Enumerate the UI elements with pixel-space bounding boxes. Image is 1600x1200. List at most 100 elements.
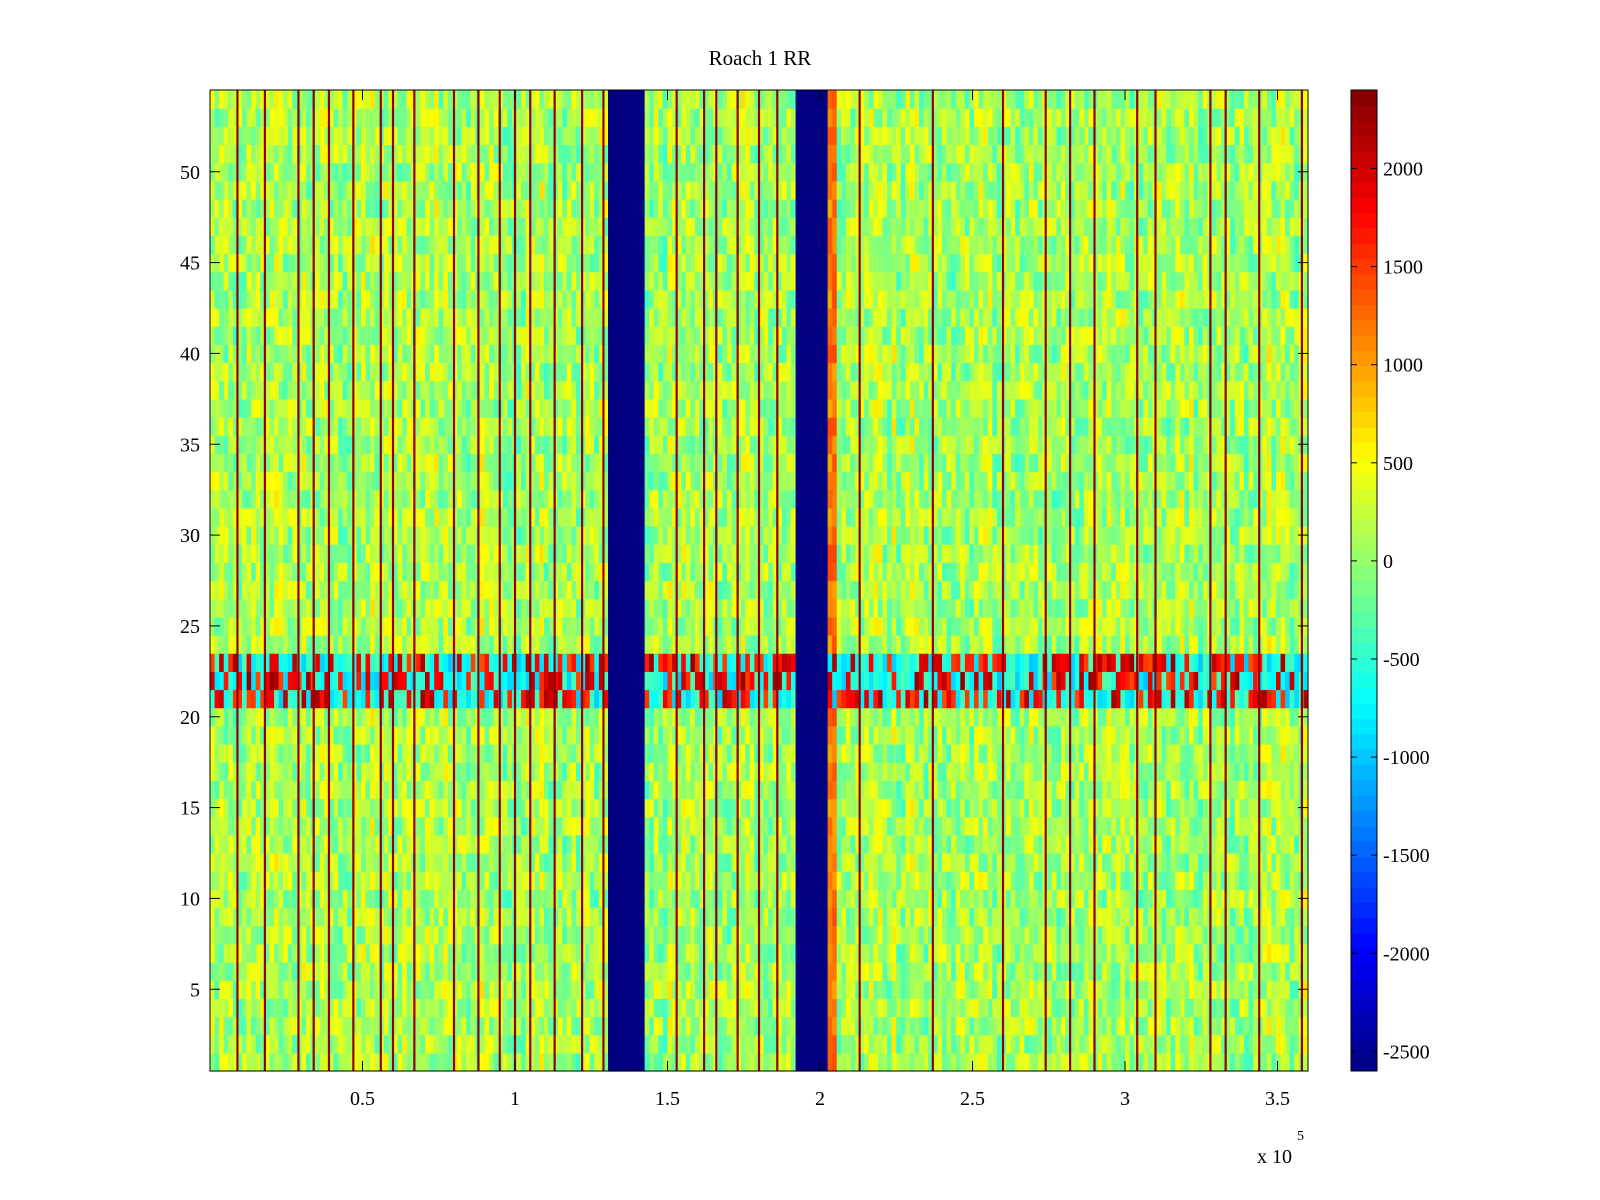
heatmap-cell <box>397 762 403 781</box>
heatmap-cell <box>324 544 330 563</box>
heatmap-cell <box>319 562 325 582</box>
heatmap-cell <box>283 998 289 1018</box>
heatmap-cell <box>626 889 632 909</box>
heatmap-cell <box>219 253 225 273</box>
heatmap-cell <box>228 344 234 364</box>
heatmap-cell <box>370 580 376 600</box>
heatmap-cell <box>393 489 399 509</box>
heatmap-cell <box>342 1034 348 1054</box>
heatmap-cell <box>594 889 600 909</box>
heatmap-cell <box>260 816 266 836</box>
heatmap-cell <box>278 199 284 218</box>
heatmap-cell <box>374 417 380 436</box>
heatmap-cell <box>608 780 614 800</box>
heatmap-cell <box>328 271 335 291</box>
heatmap-cell <box>630 635 637 654</box>
heatmap-cell <box>338 544 344 563</box>
heatmap-cell <box>571 344 577 364</box>
heatmap-cell <box>443 780 449 800</box>
heatmap-cell <box>374 217 380 236</box>
heatmap-cell <box>612 580 618 600</box>
heatmap-cell <box>525 126 531 146</box>
heatmap-cell <box>415 925 422 945</box>
heatmap-cell <box>219 144 225 164</box>
heatmap-cell <box>489 526 495 545</box>
heatmap-cell <box>457 417 463 436</box>
heatmap-cell <box>507 598 513 618</box>
heatmap-cell <box>598 853 605 872</box>
heatmap-cell <box>260 417 266 436</box>
heatmap-cell <box>347 126 353 146</box>
heatmap-cell <box>278 380 284 400</box>
heatmap-cell <box>566 544 573 563</box>
heatmap-cell <box>557 271 563 291</box>
heatmap-cell <box>507 653 513 672</box>
heatmap-cell <box>566 253 573 273</box>
heatmap-cell <box>598 1034 605 1054</box>
heatmap-cell <box>566 798 573 818</box>
heatmap-cell <box>562 235 568 255</box>
heatmap-cell <box>415 217 422 236</box>
heatmap-cell <box>278 871 284 890</box>
heatmap-cell <box>319 834 325 854</box>
heatmap-cell <box>397 653 403 672</box>
heatmap-cell <box>543 90 550 109</box>
heatmap-cell <box>543 471 550 491</box>
heatmap-cell <box>630 744 637 763</box>
heatmap-cell <box>301 580 307 600</box>
heatmap-cell <box>242 1016 248 1036</box>
heatmap-cell <box>374 834 380 854</box>
heatmap-cell <box>457 180 463 200</box>
heatmap-cell <box>223 144 229 164</box>
heatmap-cell <box>548 671 554 691</box>
heatmap-cell <box>493 907 499 927</box>
heatmap-cell <box>470 398 476 418</box>
heatmap-cell <box>589 1016 595 1036</box>
heatmap-cell <box>543 635 550 654</box>
heatmap-cell <box>484 326 490 345</box>
heatmap-cell <box>562 271 568 291</box>
heatmap-cell <box>315 162 321 182</box>
heatmap-cell <box>383 598 390 618</box>
heatmap-cell <box>534 725 540 745</box>
heatmap-cell <box>232 635 239 654</box>
heatmap-cell <box>566 635 573 654</box>
heatmap-cell <box>466 417 472 436</box>
heatmap-cell <box>566 998 573 1018</box>
heatmap-cell <box>429 616 435 636</box>
heatmap-cell <box>447 998 454 1018</box>
heatmap-cell <box>278 253 284 273</box>
heatmap-cell <box>425 871 431 890</box>
heatmap-cell <box>484 871 490 890</box>
heatmap-cell <box>493 453 499 473</box>
heatmap-cell <box>447 471 454 491</box>
heatmap-cell <box>406 653 412 672</box>
heatmap-cell <box>484 271 490 291</box>
heatmap-cell <box>507 889 513 909</box>
heatmap-cell <box>521 253 527 273</box>
heatmap-cell <box>232 1052 239 1072</box>
heatmap-cell <box>383 344 390 364</box>
heatmap-cell <box>306 580 312 600</box>
heatmap-cell <box>287 180 293 200</box>
heatmap-cell <box>210 180 216 200</box>
heatmap-cell <box>251 326 257 345</box>
heatmap-cell <box>415 489 422 509</box>
heatmap-cell <box>356 707 362 727</box>
heatmap-cell <box>539 90 545 109</box>
heatmap-cell <box>365 689 371 709</box>
heatmap-cell <box>360 616 367 636</box>
heatmap-cell <box>328 199 335 218</box>
heatmap-cell <box>479 998 486 1018</box>
heatmap-cell <box>598 998 605 1018</box>
heatmap-cell <box>365 925 371 945</box>
heatmap-cell <box>383 725 390 745</box>
heatmap-cell <box>301 943 307 963</box>
heatmap-cell <box>484 199 490 218</box>
heatmap-cell <box>626 943 632 963</box>
heatmap-cell <box>484 635 490 654</box>
heatmap-cell <box>626 598 632 618</box>
heatmap-cell <box>630 616 637 636</box>
heatmap-cell <box>617 907 623 927</box>
heatmap-cell <box>502 308 508 327</box>
